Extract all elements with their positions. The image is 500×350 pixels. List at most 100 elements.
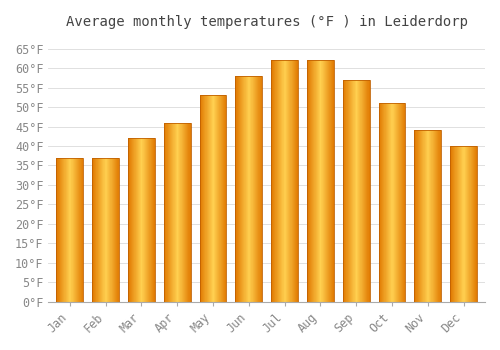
Bar [215,96,216,302]
Bar [395,103,396,302]
Bar [286,61,288,302]
Bar [105,158,106,302]
Bar [134,138,135,302]
Bar [292,61,293,302]
Bar [71,158,72,302]
Bar [200,96,226,302]
Bar [168,123,169,302]
Bar [459,146,460,302]
Bar [324,61,325,302]
Bar [344,80,345,302]
Bar [272,61,273,302]
Bar [66,158,67,302]
Bar [282,61,283,302]
Bar [201,96,202,302]
Bar [295,61,296,302]
Bar [419,131,420,302]
Bar [366,80,367,302]
Bar [322,61,323,302]
Bar [108,158,109,302]
Bar [65,158,66,302]
Bar [425,131,426,302]
Bar [414,131,441,302]
Bar [214,96,215,302]
Bar [149,138,150,302]
Bar [114,158,115,302]
Bar [399,103,400,302]
Bar [175,123,176,302]
Bar [289,61,290,302]
Bar [422,131,423,302]
Bar [359,80,360,302]
Bar [312,61,313,302]
Bar [465,146,466,302]
Bar [208,96,209,302]
Bar [363,80,364,302]
Bar [434,131,436,302]
Bar [101,158,102,302]
Bar [261,76,262,302]
Bar [452,146,453,302]
Bar [210,96,211,302]
Bar [167,123,168,302]
Bar [171,123,172,302]
Bar [211,96,212,302]
Bar [394,103,395,302]
Bar [259,76,260,302]
Bar [69,158,70,302]
Bar [258,76,259,302]
Bar [455,146,456,302]
Bar [308,61,309,302]
Bar [212,96,213,302]
Bar [391,103,392,302]
Bar [186,123,187,302]
Bar [385,103,386,302]
Bar [173,123,174,302]
Bar [104,158,105,302]
Bar [76,158,77,302]
Bar [115,158,116,302]
Bar [321,61,322,302]
Bar [476,146,477,302]
Bar [416,131,417,302]
Bar [463,146,464,302]
Bar [361,80,362,302]
Bar [237,76,238,302]
Bar [431,131,432,302]
Bar [354,80,355,302]
Bar [178,123,179,302]
Bar [313,61,314,302]
Bar [285,61,286,302]
Bar [99,158,100,302]
Bar [224,96,225,302]
Bar [189,123,190,302]
Bar [236,76,262,302]
Bar [187,123,188,302]
Bar [369,80,370,302]
Bar [154,138,155,302]
Bar [148,138,149,302]
Bar [470,146,471,302]
Bar [277,61,278,302]
Bar [450,146,451,302]
Bar [351,80,352,302]
Bar [80,158,81,302]
Bar [472,146,473,302]
Bar [405,103,406,302]
Bar [58,158,59,302]
Bar [164,123,165,302]
Bar [174,123,175,302]
Bar [135,138,136,302]
Bar [280,61,281,302]
Bar [364,80,366,302]
Bar [398,103,399,302]
Bar [165,123,166,302]
Bar [166,123,167,302]
Bar [79,158,80,302]
Bar [468,146,469,302]
Bar [177,123,178,302]
Bar [427,131,428,302]
Bar [152,138,153,302]
Bar [473,146,474,302]
Bar [216,96,217,302]
